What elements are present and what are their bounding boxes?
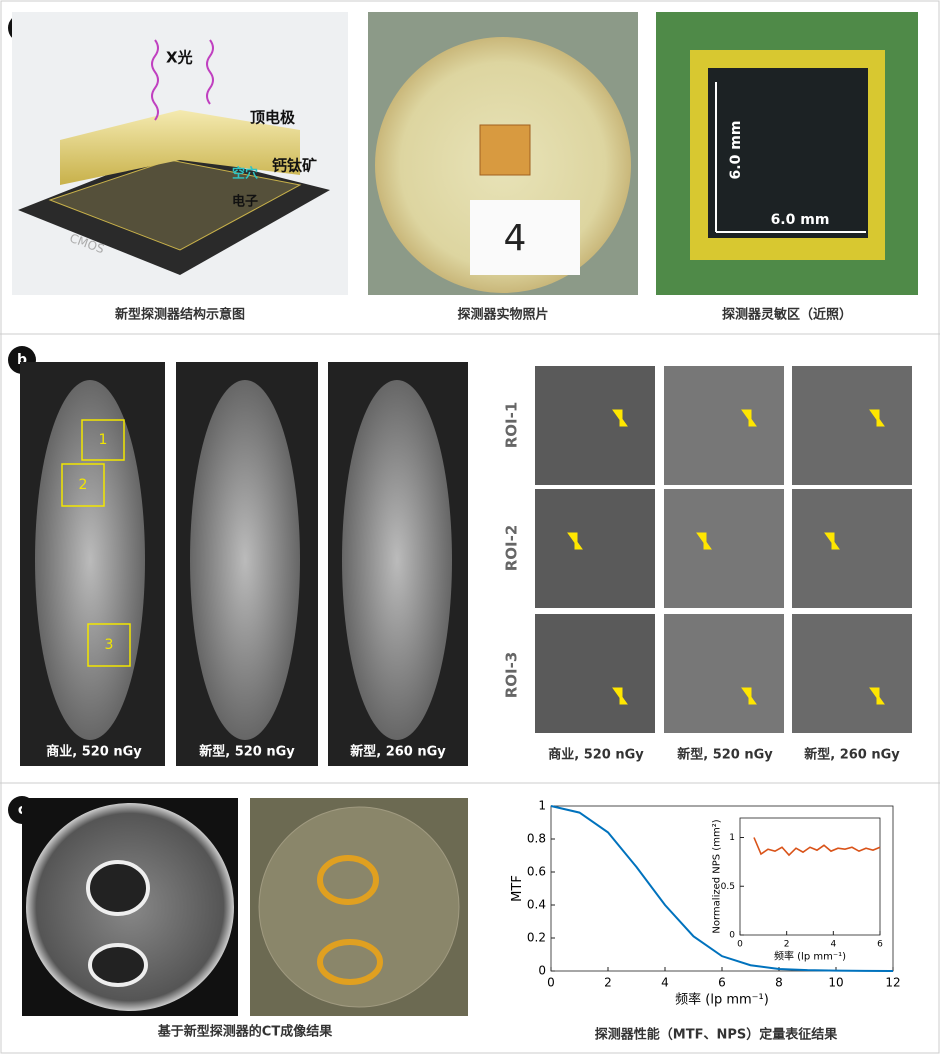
roi-box	[81, 419, 125, 461]
y-tick-label: 1	[538, 799, 546, 813]
top-electrode	[60, 110, 300, 185]
x-tick-label: 6	[877, 940, 883, 950]
annotation: 空穴	[232, 166, 258, 182]
x-tick-label: 6	[718, 976, 726, 990]
roi-arrow	[869, 687, 885, 705]
x-tick-label: 0	[737, 940, 743, 950]
xray-wave	[151, 39, 159, 121]
roi-box-label: 1	[99, 432, 108, 448]
image-label: 新型, 260 nGy	[350, 744, 446, 760]
roi-image	[792, 614, 912, 733]
x-tick-label: 0	[547, 976, 555, 990]
annotation: 钙钛矿	[272, 157, 317, 175]
x-tick-label: 4	[830, 940, 836, 950]
roi-arrow	[567, 532, 583, 550]
annotation: 6.0 mm	[728, 121, 744, 180]
mouse	[342, 380, 452, 740]
image-label: 商业, 520 nGy	[46, 744, 142, 760]
caption: 基于新型探测器的CT成像结果	[157, 1024, 332, 1040]
roi-grid	[535, 366, 912, 733]
column-label: 商业, 520 nGy	[548, 747, 644, 763]
column-label: 新型, 260 nGy	[804, 747, 900, 763]
roi-box	[61, 463, 105, 507]
chip	[479, 124, 531, 176]
row-label: ROI-3	[503, 652, 521, 699]
bone	[86, 860, 150, 916]
roi-image	[664, 489, 784, 608]
y-tick-label: 0.4	[527, 898, 546, 912]
roi-arrow	[869, 409, 885, 427]
y-tick-label: 0.8	[527, 832, 546, 846]
radiographs	[20, 362, 468, 766]
annotation: 4	[504, 218, 527, 259]
bone	[88, 943, 148, 987]
inset-background	[740, 818, 880, 935]
annotation: 电子	[232, 194, 258, 210]
y-tick-label: 0	[729, 931, 735, 941]
data-line	[753, 837, 881, 857]
y-tick-label: 0.2	[527, 931, 546, 945]
x-tick-label: 8	[775, 976, 783, 990]
pixel-grid	[48, 159, 302, 251]
x-tick-label: 4	[661, 976, 669, 990]
y-axis-label: MTF	[510, 875, 525, 902]
x-tick-label: 2	[784, 940, 790, 950]
roi-image	[535, 489, 655, 608]
bone-render	[317, 939, 383, 985]
y-tick-label: 0.5	[721, 882, 735, 892]
axes-box	[739, 817, 881, 936]
x-tick-label: 10	[828, 976, 843, 990]
caption: 探测器实物照片	[457, 307, 548, 323]
column-label: 新型, 520 nGy	[677, 747, 773, 763]
annotation: 6.0 mm	[771, 212, 830, 228]
roi-image	[535, 366, 655, 485]
caption: 探测器灵敏区（近照）	[722, 307, 852, 323]
annotation: X光	[166, 49, 193, 67]
roi-arrow	[741, 687, 757, 705]
sticker	[470, 200, 580, 275]
roi-box-label: 2	[79, 477, 88, 493]
roi-arrow	[612, 409, 628, 427]
image-label: 新型, 520 nGy	[199, 744, 295, 760]
row-label: ROI-2	[503, 525, 521, 572]
sensitive-area	[708, 68, 868, 238]
y-tick-label: 0	[538, 964, 546, 978]
roi-box	[87, 623, 131, 667]
x-axis-label: 频率 (lp mm⁻¹)	[675, 991, 769, 1007]
roi-image	[792, 366, 912, 485]
y-tick-label: 1	[729, 833, 735, 843]
roi-image	[792, 489, 912, 608]
row-label: ROI-1	[503, 402, 521, 449]
xray-wave	[206, 39, 214, 105]
mouse	[190, 380, 300, 740]
annotation: 顶电极	[250, 109, 296, 127]
y-tick-label: 0.6	[527, 865, 546, 879]
roi-image	[535, 614, 655, 733]
panel-label: b	[17, 352, 27, 368]
roi-image	[664, 366, 784, 485]
bone-render	[317, 855, 379, 905]
x-axis-label: 频率 (lp mm⁻¹)	[774, 950, 846, 963]
x-tick-label: 12	[885, 976, 900, 990]
x-tick-label: 2	[604, 976, 612, 990]
caption: 探测器性能（MTF、NPS）定量表征结果	[595, 1027, 837, 1043]
y-axis-label: Normalized NPS (mm²)	[712, 819, 723, 933]
data-line	[550, 805, 894, 972]
mouse	[35, 380, 145, 740]
caption: 新型探测器结构示意图	[115, 307, 245, 323]
ct-render-phantom	[258, 806, 460, 1008]
roi-arrow	[741, 409, 757, 427]
roi-arrow	[824, 532, 840, 550]
roi-arrow	[696, 532, 712, 550]
roi-box-label: 3	[105, 637, 114, 653]
roi-arrow	[612, 687, 628, 705]
roi-image	[664, 614, 784, 733]
